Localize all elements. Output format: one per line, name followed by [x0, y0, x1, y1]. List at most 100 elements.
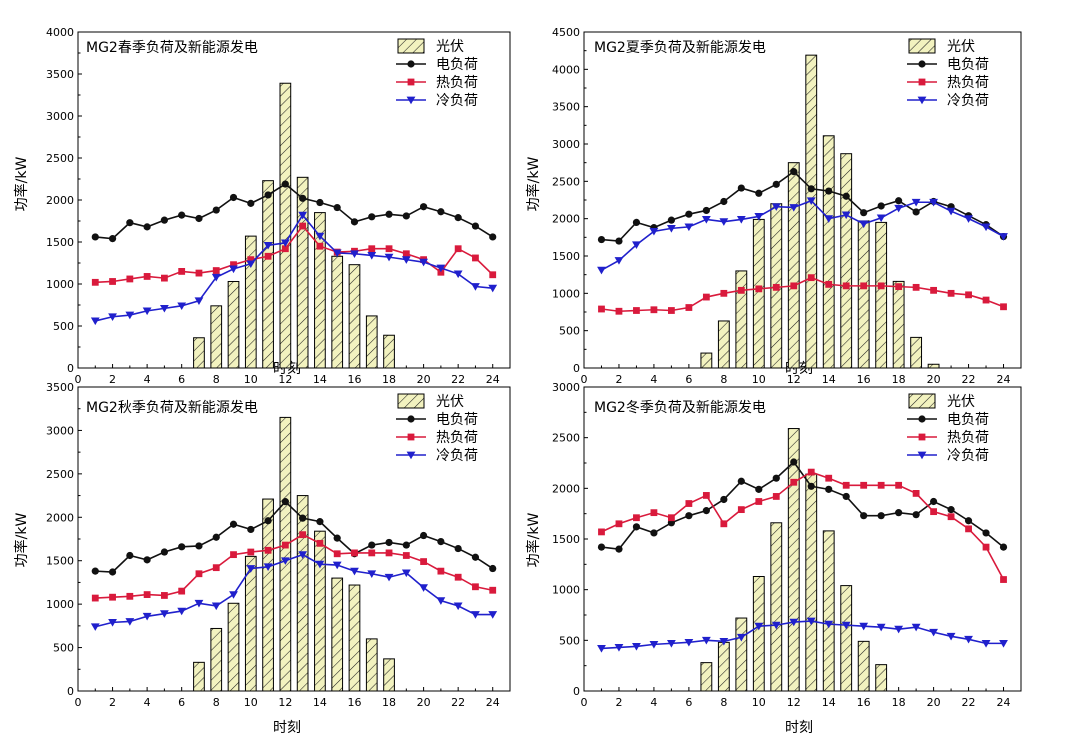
series-point — [90, 623, 100, 631]
series-point — [402, 541, 410, 549]
y-tick-label: 3000 — [552, 138, 580, 151]
series-point — [247, 548, 255, 556]
series-point — [860, 282, 868, 290]
series-point — [597, 645, 606, 653]
series-point — [790, 458, 798, 466]
series-point — [685, 512, 693, 520]
pv-bar — [717, 320, 730, 369]
y-tick-label: 500 — [53, 642, 74, 655]
y-tick-label: 2000 — [552, 213, 580, 226]
series-point — [368, 541, 376, 549]
pv-bar — [910, 336, 923, 369]
series-point — [246, 565, 256, 573]
legend-label: 冷负荷 — [436, 448, 478, 464]
series-point — [597, 235, 606, 244]
x-tick-label: 22 — [451, 373, 465, 386]
series-point — [720, 520, 728, 528]
series-point — [825, 280, 833, 288]
series-point — [109, 593, 116, 601]
x-tick-label: 16 — [857, 373, 871, 386]
series-point — [385, 210, 393, 218]
series-point — [614, 644, 624, 652]
series-point — [385, 245, 393, 253]
x-tick-label: 18 — [892, 373, 906, 386]
legend-marker — [407, 78, 415, 86]
x-tick-label: 24 — [486, 373, 500, 386]
pv-bar — [331, 577, 344, 692]
series-point — [860, 209, 868, 217]
x-tick-label: 12 — [278, 696, 292, 709]
y-tick-label: 2500 — [46, 152, 74, 165]
series-point — [264, 546, 272, 554]
series-point — [597, 266, 606, 275]
series-point — [471, 283, 480, 291]
x-tick-label: 0 — [581, 373, 588, 386]
pv-bar — [210, 305, 223, 369]
panel-title: MG2冬季负荷及新能源发电 — [594, 400, 766, 416]
series-point — [385, 549, 393, 557]
series-point — [912, 511, 920, 519]
x-tick-label: 8 — [213, 696, 220, 709]
series-point — [211, 273, 221, 282]
series-line — [601, 620, 1004, 650]
series-point — [126, 592, 134, 600]
series-point — [177, 607, 187, 616]
series-point — [702, 492, 710, 499]
legend-label: 热负荷 — [947, 430, 989, 446]
x-tick-label: 0 — [581, 696, 588, 709]
series-point — [598, 305, 605, 313]
y-tick-label: 3000 — [46, 424, 74, 437]
pv-bar — [857, 220, 870, 369]
legend-marker — [918, 433, 926, 441]
legend-marker — [918, 78, 926, 86]
x-tick-label: 20 — [417, 373, 431, 386]
legend-marker — [407, 415, 415, 423]
pv-bar — [700, 662, 713, 692]
series-point — [489, 271, 497, 279]
series-point — [894, 204, 904, 213]
x-tick-label: 6 — [685, 373, 692, 386]
pv-bar — [700, 352, 713, 369]
x-tick-label: 22 — [451, 696, 465, 709]
series-point — [615, 307, 623, 315]
series-point — [367, 570, 377, 578]
series-point — [807, 185, 815, 193]
series-point — [789, 204, 799, 212]
x-tick-label: 2 — [615, 696, 622, 709]
y-tick-label: 2500 — [552, 175, 580, 188]
series-point — [247, 256, 255, 264]
series-point — [964, 635, 973, 644]
x-tick-label: 10 — [752, 373, 766, 386]
legend-label: 光伏 — [947, 394, 975, 410]
legend-label: 热负荷 — [947, 75, 989, 91]
x-tick-label: 24 — [997, 696, 1011, 709]
series-point — [401, 256, 411, 264]
series-point — [825, 187, 833, 195]
series-point — [263, 563, 273, 571]
x-tick-label: 8 — [720, 696, 727, 709]
series-point — [877, 282, 885, 290]
x-tick-label: 12 — [278, 373, 292, 386]
panel-title: MG2秋季负荷及新能源发电 — [86, 400, 258, 416]
series-point — [229, 193, 238, 202]
y-tick-label: 0 — [67, 362, 74, 375]
series-point — [367, 252, 377, 260]
legend-marker — [406, 96, 416, 105]
series-point — [385, 538, 393, 547]
series-point — [161, 592, 168, 599]
series-point — [859, 220, 869, 229]
x-axis-title: 时刻 — [273, 720, 301, 736]
x-tick-label: 10 — [752, 696, 766, 709]
series-line — [601, 276, 1004, 313]
legend-label: 热负荷 — [436, 75, 478, 91]
series-point — [299, 531, 307, 539]
pv-bar — [365, 315, 378, 369]
series-point — [419, 258, 428, 267]
series-point — [877, 512, 885, 520]
y-tick-label: 0 — [573, 685, 580, 698]
legend-label: 热负荷 — [436, 430, 478, 446]
series-point — [877, 202, 885, 210]
series-point — [736, 633, 746, 642]
series-point — [454, 544, 462, 553]
